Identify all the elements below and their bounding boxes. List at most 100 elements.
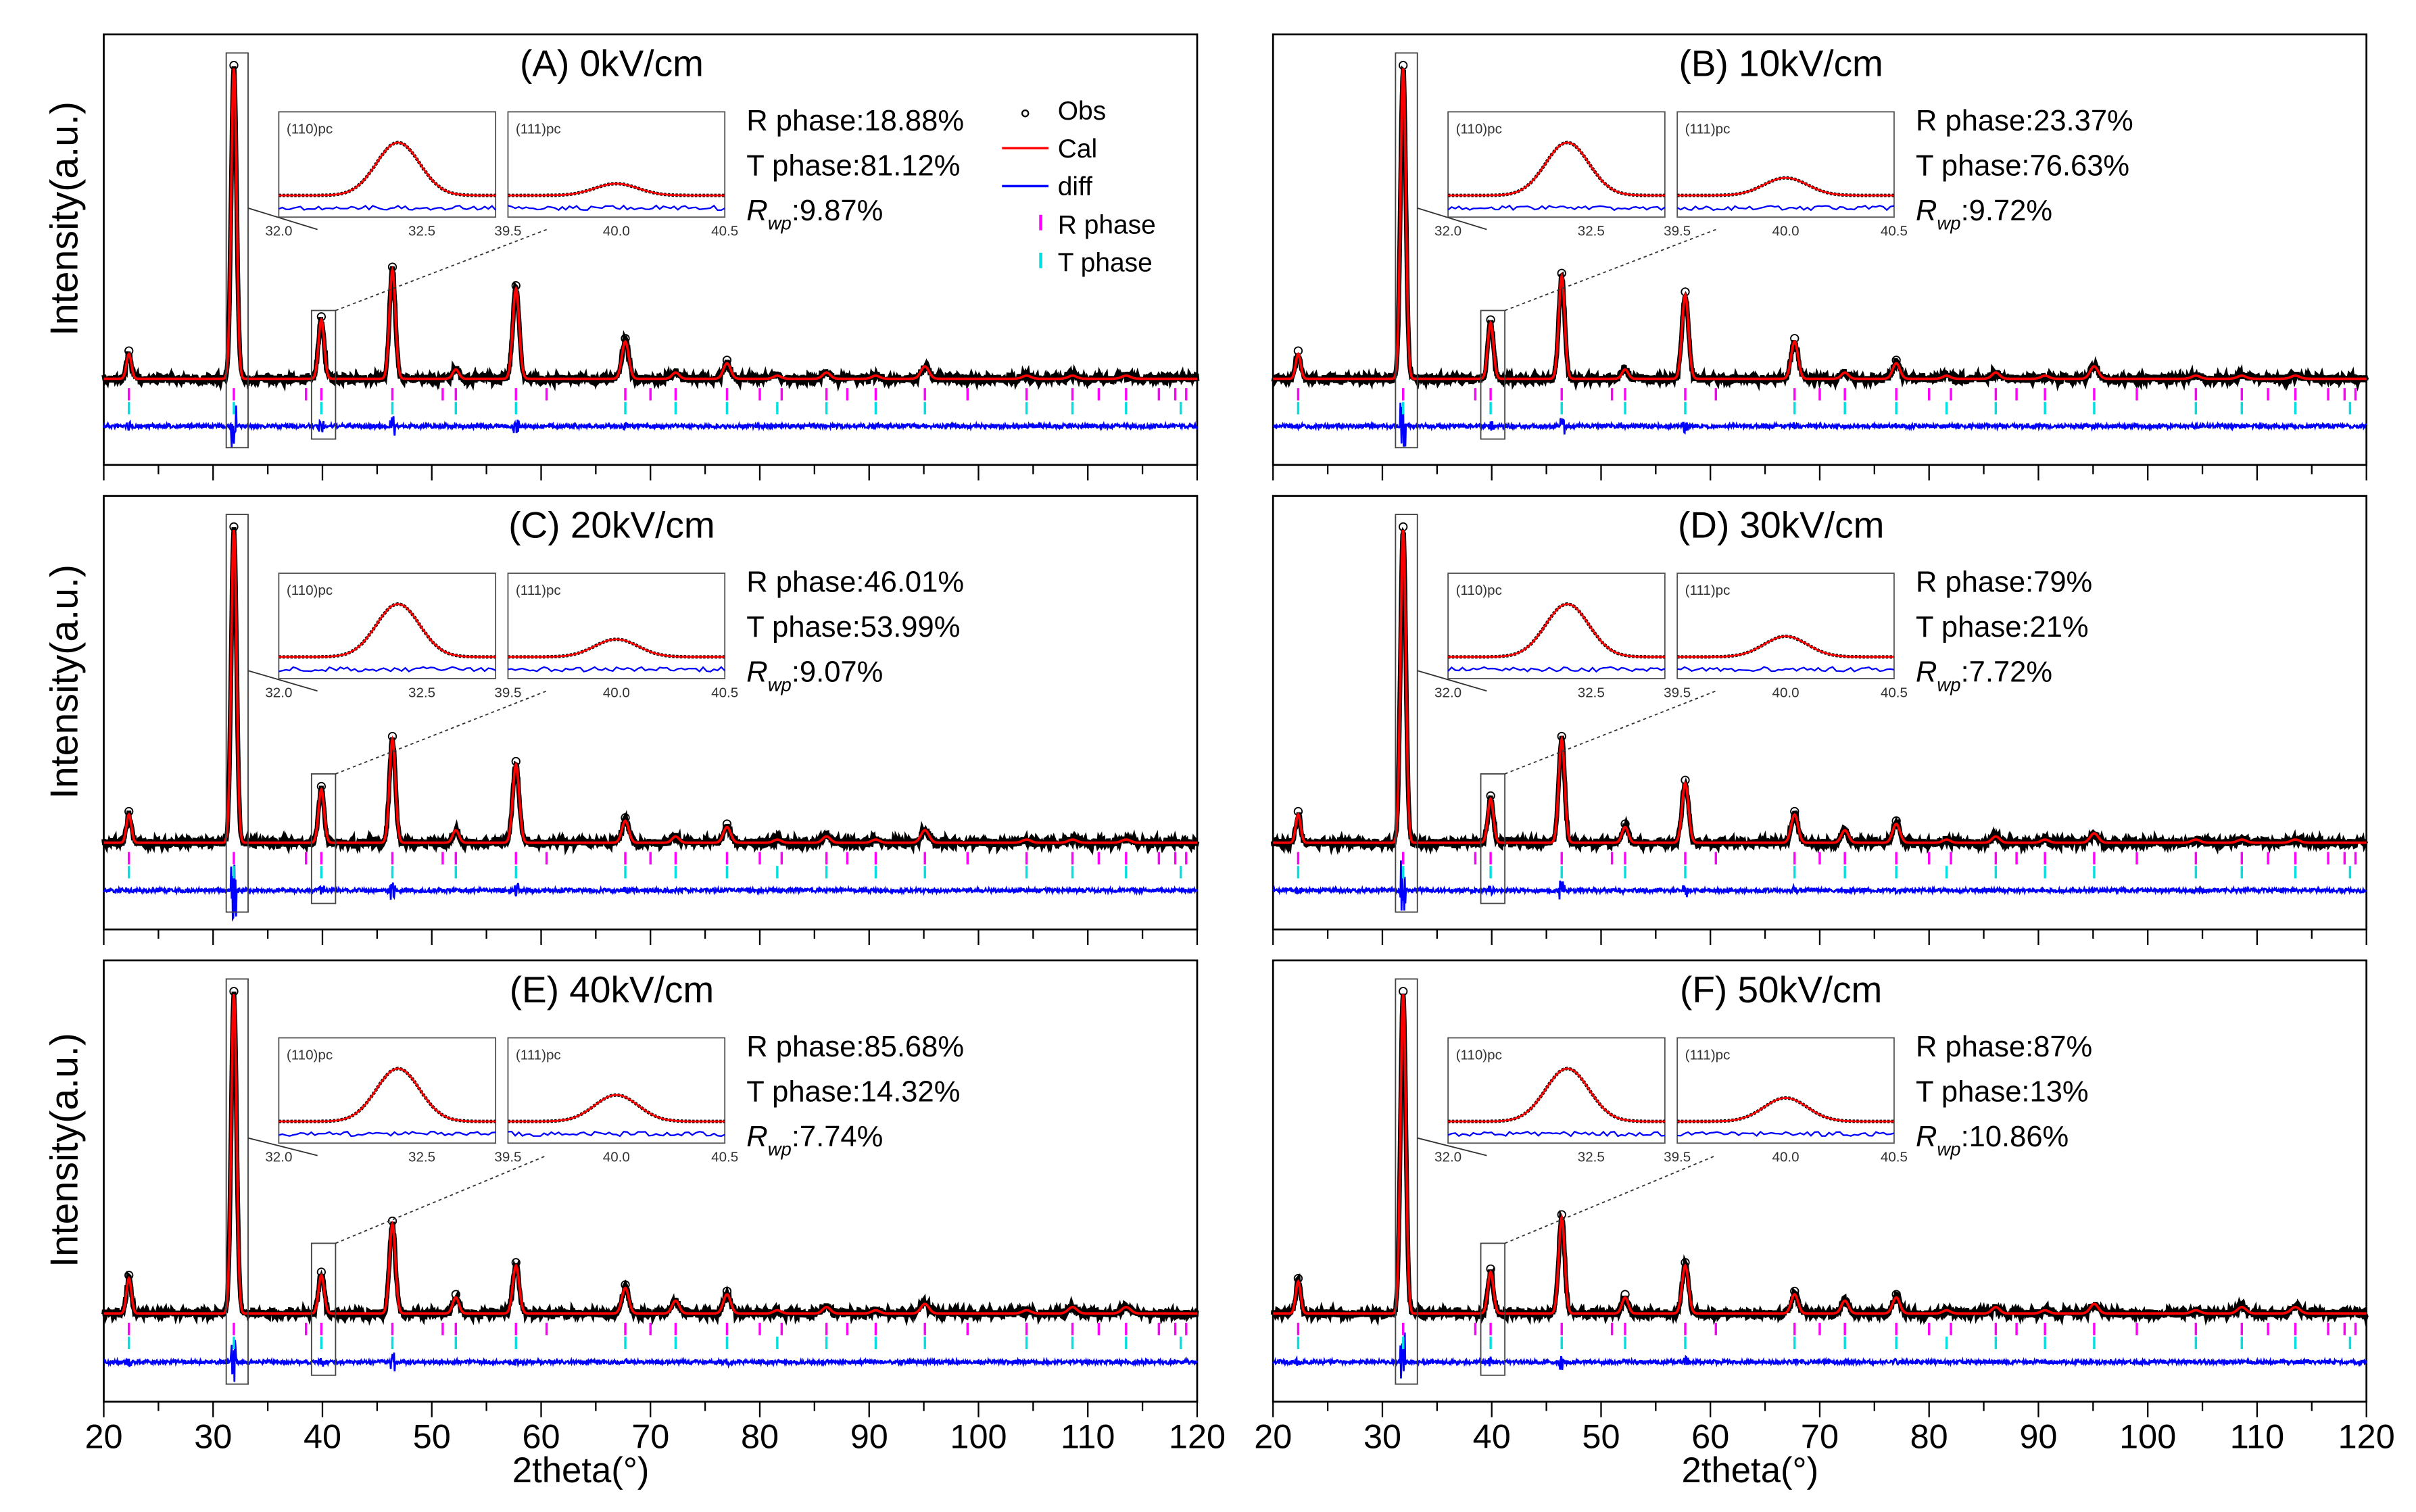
inset-111: (111)pc 39.5 40.0 40.5 bbox=[1504, 111, 1908, 312]
inset-diff bbox=[279, 666, 496, 673]
panel-title: (A) 0kV/cm bbox=[520, 43, 704, 84]
zoom-box-111 bbox=[310, 1242, 337, 1376]
inset-frame bbox=[1447, 572, 1666, 679]
inset-diff bbox=[1447, 204, 1666, 212]
rwp-number: :9.07% bbox=[792, 656, 883, 689]
cal-series bbox=[103, 68, 1197, 381]
inset-tick-label: 32.5 bbox=[1578, 1150, 1605, 1165]
legend-entry: diff bbox=[1058, 172, 1092, 201]
inset-111: (111)pc 39.5 40.0 40.5 bbox=[335, 572, 738, 775]
inset-tick-label: 40.5 bbox=[1881, 224, 1908, 239]
inset-diff bbox=[508, 204, 725, 212]
inset-110: (110)pc 32.0 32.5 bbox=[1417, 111, 1666, 239]
inset-diff bbox=[1677, 666, 1895, 673]
inset-cal bbox=[508, 1094, 725, 1123]
x-tick-label: 40 bbox=[304, 1417, 341, 1456]
inset-tick-label: 40.0 bbox=[1772, 685, 1799, 700]
legend-entry: T phase bbox=[1058, 248, 1153, 277]
inset-cal bbox=[508, 638, 725, 658]
x-tick-label: 30 bbox=[194, 1417, 232, 1456]
t-phase-fraction: T phase:13% bbox=[1916, 1075, 2089, 1108]
rwp-subscript: wp bbox=[768, 674, 792, 695]
panel-title: (C) 20kV/cm bbox=[508, 504, 715, 545]
inset-tick-label: 39.5 bbox=[494, 224, 521, 239]
inset-cal bbox=[1677, 1096, 1894, 1123]
inset-tick-label: 40.0 bbox=[1772, 224, 1799, 239]
inset-tick-label: 32.0 bbox=[265, 1150, 292, 1165]
x-tick-label: 110 bbox=[2230, 1417, 2284, 1456]
cal-series bbox=[103, 529, 1197, 844]
rwp-subscript: wp bbox=[768, 213, 792, 234]
inset-diff bbox=[1676, 204, 1895, 212]
x-tick-label: 50 bbox=[1582, 1417, 1620, 1456]
inset-frame bbox=[278, 1037, 497, 1144]
inset-tick-label: 39.5 bbox=[1664, 685, 1691, 700]
panel-A: (110)pc 32.0 32.5 (111)pc 39.5 40.0 40.5 (A) 0k… bbox=[43, 33, 1200, 481]
inset-hkl-label: (110)pc bbox=[1456, 1048, 1502, 1063]
inset-cal bbox=[1448, 141, 1665, 197]
inset-110: (110)pc 32.0 32.5 bbox=[1417, 1037, 1666, 1165]
zoom-arrow bbox=[335, 690, 548, 775]
rwp-number: :10.86% bbox=[1961, 1121, 2069, 1153]
zoom-box-110 bbox=[1395, 514, 1418, 913]
cal-series bbox=[1273, 529, 2367, 844]
zoom-arrow bbox=[335, 228, 548, 312]
inset-tick-label: 40.5 bbox=[1881, 1150, 1908, 1165]
inset-tick-label: 40.0 bbox=[603, 224, 630, 239]
inset-frame bbox=[278, 572, 497, 679]
rwp-symbol: R bbox=[1916, 1121, 1937, 1153]
inset-tick-label: 32.0 bbox=[1434, 224, 1461, 239]
inset-frame bbox=[1447, 1037, 1666, 1144]
rwp-subscript: wp bbox=[1937, 213, 1960, 234]
inset-tick-label: 32.5 bbox=[1578, 224, 1605, 239]
rwp-symbol: R bbox=[746, 195, 767, 227]
panel-title: (B) 10kV/cm bbox=[1678, 43, 1883, 84]
inset-frame bbox=[278, 111, 497, 218]
inset-cal bbox=[279, 1067, 496, 1123]
inset-tick-label: 32.5 bbox=[1578, 685, 1605, 700]
r-phase-fraction: R phase:87% bbox=[1916, 1031, 2092, 1063]
inset-110: (110)pc 32.0 32.5 bbox=[1417, 572, 1666, 700]
inset-frame bbox=[1676, 572, 1895, 679]
x-tick-label: 120 bbox=[2338, 1417, 2395, 1456]
panel-title: (E) 40kV/cm bbox=[510, 969, 714, 1010]
rwp-symbol: R bbox=[1916, 195, 1937, 227]
zoom-arrow bbox=[1504, 1154, 1716, 1244]
r-phase-fraction: R phase:23.37% bbox=[1916, 105, 2133, 137]
inset-cal bbox=[1677, 176, 1894, 197]
inset-111: (111)pc 39.5 40.0 40.5 bbox=[335, 111, 738, 312]
zoom-arrow bbox=[247, 670, 318, 692]
x-tick-label: 60 bbox=[1691, 1417, 1729, 1456]
inset-hkl-label: (111)pc bbox=[1685, 122, 1731, 137]
panel-E: (110)pc 32.0 32.5 (111)pc 39.5 40.0 40.5 (E) 40… bbox=[43, 959, 1226, 1490]
inset-frame bbox=[507, 111, 726, 218]
inset-110: (110)pc 32.0 32.5 bbox=[247, 572, 497, 700]
inset-tick-label: 40.0 bbox=[1772, 1150, 1799, 1165]
r-phase-fraction: R phase:79% bbox=[1916, 566, 2092, 599]
panel-title: (F) 50kV/cm bbox=[1680, 969, 1882, 1010]
inset-frame bbox=[1676, 111, 1895, 218]
inset-hkl-label: (110)pc bbox=[287, 1048, 333, 1063]
x-tick-label: 60 bbox=[522, 1417, 560, 1456]
inset-tick-label: 40.5 bbox=[711, 685, 738, 700]
diff-series bbox=[1272, 402, 2367, 447]
zoom-box-111 bbox=[310, 310, 337, 440]
x-tick-label: 70 bbox=[1801, 1417, 1839, 1456]
x-axis-label: 2theta(°) bbox=[1682, 1450, 1819, 1490]
legend-entry: R phase bbox=[1058, 210, 1156, 239]
inset-tick-label: 40.5 bbox=[1881, 685, 1908, 700]
rwp-subscript: wp bbox=[1937, 674, 1960, 695]
panels: (110)pc 32.0 32.5 (111)pc 39.5 40.0 40.5 (A) 0k… bbox=[43, 33, 2395, 1490]
diff-series bbox=[103, 864, 1199, 922]
inset-tick-label: 40.0 bbox=[603, 685, 630, 700]
zoom-arrow bbox=[247, 1137, 318, 1156]
inset-tick-label: 32.0 bbox=[1434, 685, 1461, 700]
rwp-value: Rwp:9.87% bbox=[746, 195, 883, 234]
y-axis-label: Intensity(a.u.) bbox=[43, 101, 87, 336]
zoom-arrow bbox=[1417, 208, 1487, 230]
rwp-subscript: wp bbox=[768, 1139, 792, 1160]
zoom-arrow bbox=[1417, 1137, 1487, 1156]
inset-tick-label: 32.0 bbox=[265, 685, 292, 700]
inset-diff bbox=[508, 666, 726, 673]
x-tick-label: 90 bbox=[850, 1417, 888, 1456]
